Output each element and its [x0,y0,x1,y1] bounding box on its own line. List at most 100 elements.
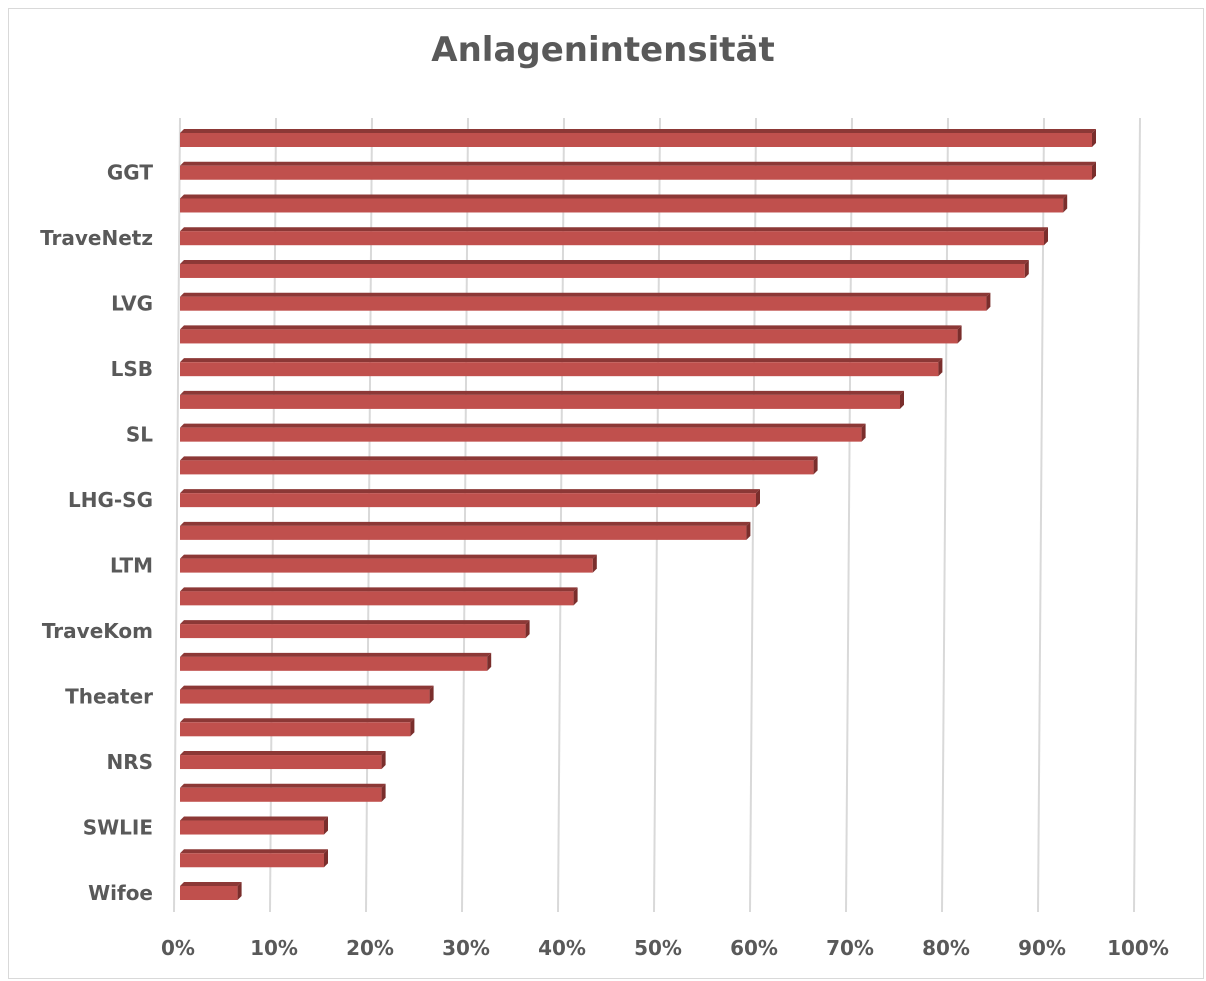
bar-top-face [180,587,578,592]
bar [180,685,434,704]
bar [180,751,386,770]
bars [180,129,1096,900]
gridline [269,117,277,913]
gridline [461,117,469,913]
x-tick-label: 40% [538,936,586,960]
bar-end-face [525,620,530,639]
bar-top-face [180,816,328,821]
bar [180,390,904,409]
bar-front-face [180,689,430,704]
bar-end-face [381,751,386,770]
category-label: TraveNetz [40,226,153,250]
bar-end-face [237,882,242,900]
bar [180,521,751,540]
x-tick-label: 30% [442,936,490,960]
bar-front-face [180,820,324,835]
bar [180,783,386,802]
bar [180,358,943,377]
bar-top-face [180,751,386,756]
x-tick-label: 20% [346,936,394,960]
x-tick-label: 100% [1107,936,1169,960]
x-tick-label: 0% [161,936,195,960]
gridline [1133,117,1141,913]
category-label: NRS [106,750,153,774]
chart-title: Anlagenintensität [431,30,775,70]
bar-front-face [180,263,1025,278]
bar [180,882,242,900]
bar-top-face [180,227,1048,232]
bar [180,456,818,475]
x-tick-label: 90% [1018,936,1066,960]
category-label: SWLIE [83,816,153,840]
bar [180,161,1096,180]
bar [180,816,328,835]
bar-top-face [180,882,242,886]
bar-end-face [324,849,328,868]
bar-top-face [180,652,492,657]
bar [180,325,962,344]
bar-front-face [180,460,814,475]
category-label: LTM [110,554,153,578]
x-tick-label: 60% [730,936,778,960]
bar-top-face [180,489,760,494]
x-tick-label: 10% [250,936,298,960]
bar-end-face [957,325,962,344]
bar-top-face [180,161,1096,166]
gridline [845,117,853,913]
category-label: SL [126,423,153,447]
bar-top-face [180,685,434,690]
bar-end-face [1092,129,1096,147]
bar-front-face [180,624,526,639]
x-tick-labels: 0% 10% 20% 30% 40% 50% 60% 70% 80% 90% 100% [161,936,1169,960]
bar [180,652,492,671]
category-label: LHG-SG [68,488,153,512]
bar [180,227,1048,246]
bar [180,129,1096,147]
bar [180,718,415,737]
bar [180,292,991,311]
x-tick-label: 70% [826,936,874,960]
bar-front-face [180,722,411,737]
bar-front-face [180,394,900,409]
bar-end-face [1092,161,1096,180]
bar-top-face [180,390,904,395]
bar-end-face [938,358,943,377]
x-tick-label: 80% [922,936,970,960]
bar-top-face [180,129,1096,133]
bar [180,259,1029,278]
category-label: Theater [65,685,153,709]
category-label: LSB [111,357,153,381]
bar-end-face [592,554,597,573]
bar [180,849,328,868]
bar-front-face [180,591,574,606]
bar-end-face [381,783,386,802]
bar [180,423,866,442]
bar-top-face [180,554,597,559]
bar-top-face [180,259,1029,264]
bar [180,554,597,573]
bar [180,620,530,639]
bar-top-face [180,849,328,854]
gridline [365,117,373,913]
bar-front-face [180,362,939,377]
bar-front-face [180,755,382,770]
category-label: LVG [111,292,153,316]
bar-front-face [180,133,1092,147]
bar-end-face [573,587,578,606]
bar-top-face [180,423,866,428]
bar-top-face [180,194,1068,199]
bar-top-face [180,292,991,297]
bar-front-face [180,656,488,671]
category-label: Wifoe [88,881,153,905]
gridline [173,117,181,913]
gridline [1037,117,1045,913]
bar-top-face [180,521,751,526]
category-labels: Wifoe SWLIE NRS Theater TraveKom LTM LHG-SG SL L… [40,161,153,905]
bar-end-face [1044,227,1048,246]
bar-front-face [180,165,1092,180]
bar [180,587,578,606]
bar-end-face [410,718,415,737]
category-label: TraveKom [42,619,153,643]
bar-end-face [324,816,328,835]
